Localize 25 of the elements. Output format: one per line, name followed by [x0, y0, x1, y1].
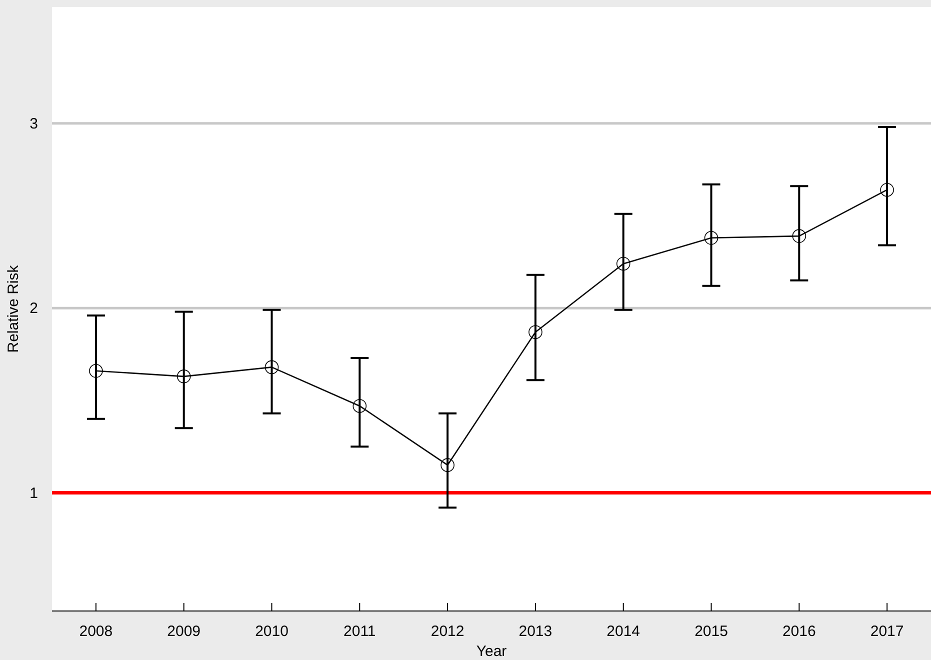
point [264, 360, 279, 374]
point [792, 229, 806, 243]
x-tick-label: 2012 [430, 623, 464, 640]
x-tick-label: 2015 [694, 623, 728, 640]
point [880, 182, 894, 197]
y-tick-label: 3 [30, 115, 38, 132]
x-tick-label: 2014 [606, 623, 640, 640]
x-tick-label: 2011 [344, 623, 376, 640]
x-tick-label: 2013 [518, 623, 552, 640]
point [352, 399, 367, 413]
point [176, 370, 191, 384]
y-tick-label: 2 [30, 300, 38, 318]
point [89, 364, 103, 378]
x-tick-label: 2010 [255, 623, 288, 640]
point [616, 256, 630, 271]
point [440, 458, 454, 472]
x-axis-title: Year [476, 643, 507, 660]
x-tick-label: 2016 [782, 623, 816, 640]
point [528, 325, 542, 339]
point [704, 230, 718, 245]
x-tick-label: 2009 [167, 623, 201, 640]
x-tick-label: 2008 [79, 623, 113, 640]
x-tick-label: 2017 [870, 623, 904, 640]
y-axis-title: Relative Risk [5, 264, 22, 353]
y-tick-label: 1 [30, 484, 38, 502]
